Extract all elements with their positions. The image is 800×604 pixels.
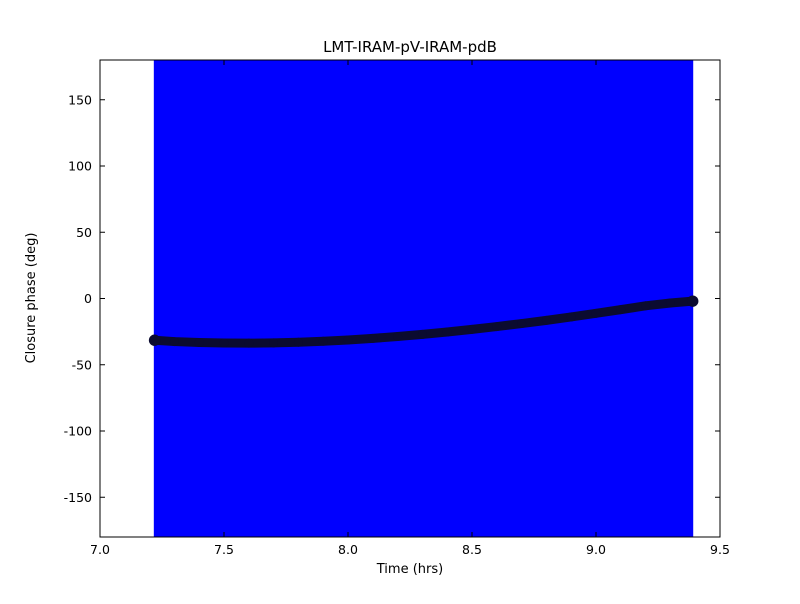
data-point bbox=[417, 329, 427, 339]
x-tick-label: 9.0 bbox=[586, 542, 606, 557]
y-tick-label: 0 bbox=[84, 291, 92, 306]
data-point bbox=[467, 324, 477, 334]
error-band bbox=[153, 60, 694, 537]
x-tick-label: 8.0 bbox=[338, 542, 358, 557]
data-point bbox=[665, 298, 675, 308]
y-tick-label: 150 bbox=[68, 92, 92, 107]
data-point bbox=[148, 334, 161, 346]
plot-area: 7.0 7.5 8.0 8.5 9.0 9.5 -150 -100 -50 0 50 100 150 bbox=[64, 59, 730, 557]
data-point bbox=[566, 312, 576, 322]
y-tick-label: -150 bbox=[64, 490, 92, 505]
y-axis-label: Closure phase (deg) bbox=[24, 233, 39, 364]
data-point bbox=[641, 301, 651, 311]
data-point bbox=[194, 337, 204, 347]
x-tick-label: 7.5 bbox=[214, 542, 234, 557]
y-tick-label: 100 bbox=[68, 159, 92, 174]
y-tick-label: -50 bbox=[72, 357, 92, 372]
data-point bbox=[517, 319, 527, 329]
data-point bbox=[442, 327, 452, 337]
data-point bbox=[492, 322, 502, 332]
x-tick-label: 7.0 bbox=[90, 542, 110, 557]
data-point bbox=[318, 336, 328, 346]
x-tick-label: 9.5 bbox=[710, 542, 730, 557]
x-axis-label: Time (hrs) bbox=[376, 562, 443, 577]
data-point bbox=[368, 333, 378, 343]
y-tick-label: -100 bbox=[64, 424, 92, 439]
data-point bbox=[269, 338, 279, 348]
x-tick-label: 8.5 bbox=[462, 542, 482, 557]
data-point bbox=[393, 332, 403, 342]
data-point bbox=[293, 337, 303, 347]
y-tick-label: 50 bbox=[76, 225, 92, 240]
data-point bbox=[343, 335, 353, 345]
data-point bbox=[591, 308, 601, 318]
data-point bbox=[244, 338, 254, 348]
plot-title: LMT-IRAM-pV-IRAM-pdB bbox=[323, 38, 497, 56]
data-point bbox=[687, 295, 699, 307]
data-point bbox=[616, 305, 626, 315]
data-point bbox=[169, 337, 179, 347]
data-point bbox=[219, 338, 229, 348]
data-point bbox=[541, 315, 551, 325]
